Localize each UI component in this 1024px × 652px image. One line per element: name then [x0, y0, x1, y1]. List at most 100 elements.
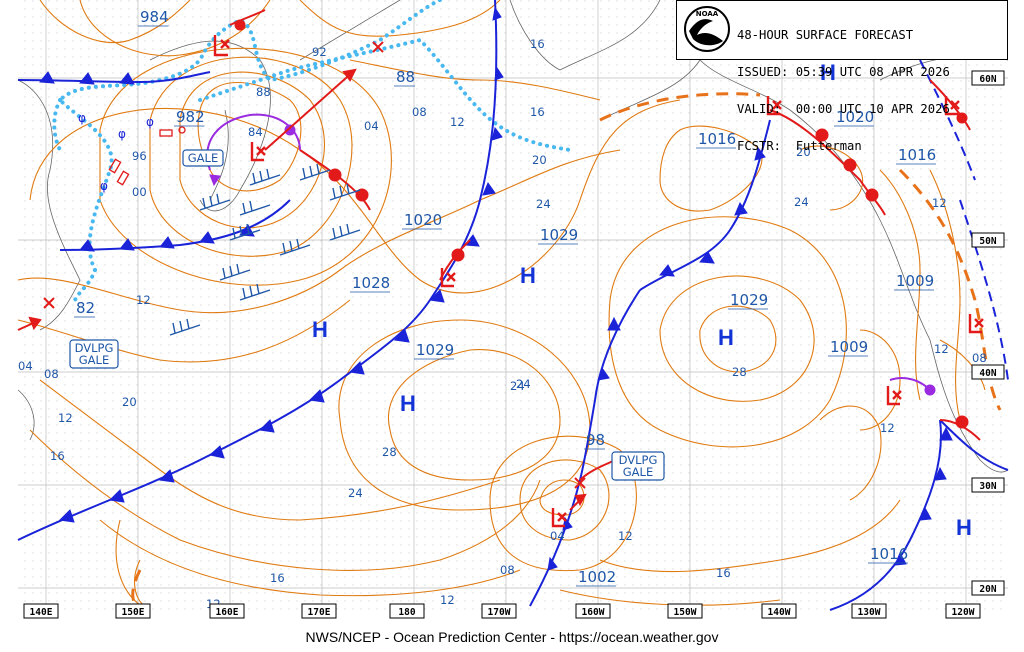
isobar-label: 12	[934, 342, 949, 356]
warning-label: DVLPG	[619, 453, 658, 467]
longitude-label: 120W	[952, 607, 975, 618]
isobar-label: 04	[18, 359, 33, 373]
svg-text:φ: φ	[118, 127, 126, 141]
low-center-markers	[213, 35, 984, 528]
freezing-spray-symbols	[108, 126, 186, 186]
pressure-value-h: 1016	[898, 146, 936, 164]
isobar-label: 12	[450, 115, 465, 129]
longitude-label: 150W	[674, 607, 697, 618]
isobar-label: 08	[44, 367, 59, 381]
isobar-label: 16	[716, 566, 731, 580]
isobar-label: 28	[732, 365, 747, 379]
isobar-label: 28	[382, 445, 397, 459]
pressure-value-h: 1009	[830, 338, 868, 356]
isobar-label: 16	[50, 449, 65, 463]
longitude-labels: 140E 150E 160E 170E 180 170W 160W 150W 140W 130W 1…	[23, 603, 981, 619]
isobar-label: 24	[510, 379, 525, 393]
pressure-value-h: 1029	[540, 226, 578, 244]
header-title: 48-HOUR SURFACE FORECAST	[737, 27, 914, 42]
noaa-logo: NOAA	[684, 6, 730, 52]
longitude-label: 180	[398, 607, 415, 618]
pressure-value-l: 984	[140, 8, 169, 26]
map-background	[18, 0, 1008, 610]
header-forecaster: FCSTR: Futterman	[737, 139, 862, 154]
pressure-value-l: 1002	[578, 568, 616, 586]
pressure-value-l: 98	[586, 431, 605, 449]
isobar-label: 24	[516, 377, 531, 391]
pressure-values: 1028 1029 1020 1029 1029 1020 1016 1016 1009 1009…	[74, 8, 936, 587]
isobar-label: 00	[132, 185, 147, 199]
longitude-label: 160E	[216, 607, 239, 618]
latitude-label: 30N	[979, 481, 996, 492]
occluded-front	[206, 113, 936, 396]
svg-text:φ: φ	[146, 115, 154, 129]
isobar-label: 12	[58, 411, 73, 425]
svg-text:φ: φ	[100, 179, 108, 193]
longitude-label: 140E	[30, 607, 53, 618]
latitude-labels: 60N 50N 40N 30N 20N	[971, 70, 1005, 596]
isobar-label: 16	[530, 105, 545, 119]
warning-label: GALE	[623, 465, 653, 479]
isobar-label: 16	[530, 37, 545, 51]
isobar-label: 12	[618, 529, 633, 543]
forecast-positions	[43, 41, 586, 489]
coastlines	[17, 0, 1009, 473]
forecast-header: NOAA 48-HOUR SURFACE FORECAST ISSUED: 05…	[676, 0, 1008, 153]
isobar-label: 24	[348, 486, 363, 500]
isobar-label: 88	[256, 85, 271, 99]
pressure-value-l: 982	[176, 108, 205, 126]
storm-tracks	[17, 68, 587, 511]
isobar-label: 12	[932, 196, 947, 210]
isobar-labels: 92 88 84 08 04 12 16 20 24 96 00 12 04 08 12 16 20 24 28 24…	[18, 37, 987, 611]
pressure-value-h: 1029	[416, 341, 454, 359]
pressure-value-h: 1028	[352, 274, 390, 292]
sea-ice-symbols: φ φ φ φ	[78, 111, 154, 193]
wind-barbs	[169, 163, 361, 336]
header-valid: VALID: 00:00 UTC 10 APR 2026	[737, 102, 950, 117]
footer-credit: NWS/NCEP - Ocean Prediction Center - htt…	[0, 626, 1024, 652]
svg-text:H: H	[820, 60, 836, 85]
high-center-letters: H H H H H H	[312, 60, 972, 540]
noaa-logo-text: NOAA	[696, 10, 719, 18]
longitude-label: 130W	[858, 607, 881, 618]
svg-text:H: H	[956, 515, 972, 540]
isobar-label: 96	[132, 149, 147, 163]
isobar-label: 04	[550, 529, 565, 543]
svg-text:φ: φ	[78, 111, 86, 125]
isobar-label: 08	[972, 351, 987, 365]
isobar-label: 12	[880, 421, 895, 435]
isobar-label: 12	[136, 293, 151, 307]
cold-front	[17, 0, 1009, 611]
latitude-label: 20N	[979, 584, 996, 595]
svg-text:H: H	[718, 325, 734, 350]
warm-front	[229, 9, 981, 481]
isobar-label: 24	[536, 197, 551, 211]
svg-text:H: H	[400, 391, 416, 416]
warning-label: DVLPG	[75, 341, 114, 355]
isobar-label: 20	[122, 395, 137, 409]
isobar-label: 20	[796, 145, 811, 159]
svg-text:H: H	[520, 263, 536, 288]
isobar-label: 12	[440, 593, 455, 607]
svg-text:H: H	[312, 317, 328, 342]
longitude-label: 140W	[768, 607, 791, 618]
pressure-value-l: 88	[396, 68, 415, 86]
longitude-label: 170E	[308, 607, 331, 618]
isobar-label: 92	[312, 45, 327, 59]
isobar-label: 84	[248, 125, 263, 139]
isobar-label: 20	[532, 153, 547, 167]
header-issued: ISSUED: 05:39 UTC 08 APR 2026	[737, 65, 950, 80]
longitude-label: 150E	[122, 607, 145, 618]
isobar-label: 24	[794, 195, 809, 209]
longitude-label: 160W	[582, 607, 605, 618]
longitude-label: 170W	[488, 607, 511, 618]
ice-edge	[52, 0, 572, 302]
pressure-value-h: 1029	[730, 291, 768, 309]
pressure-value-h: 1009	[896, 272, 934, 290]
pressure-value-l: 82	[76, 299, 95, 317]
latitude-label: 50N	[979, 236, 996, 247]
warning-label: GALE	[79, 353, 109, 367]
isobar-label: 16	[270, 571, 285, 585]
